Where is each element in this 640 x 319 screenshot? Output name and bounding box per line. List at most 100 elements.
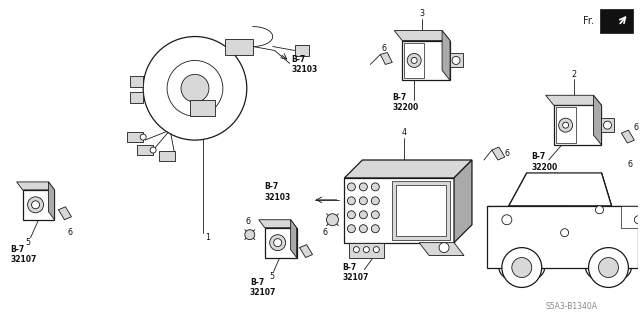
Text: Fr.: Fr. [582,16,593,26]
Circle shape [439,243,449,253]
Circle shape [181,74,209,102]
Circle shape [360,225,367,233]
Text: 1: 1 [205,233,211,242]
Polygon shape [291,220,296,257]
Polygon shape [265,228,296,257]
Circle shape [360,197,367,205]
Polygon shape [17,182,54,190]
Circle shape [371,183,380,191]
Circle shape [353,247,360,253]
Circle shape [143,37,247,140]
Text: S5A3-B1340A: S5A3-B1340A [546,302,598,311]
Bar [621,206,638,228]
Circle shape [604,121,611,129]
Text: 5: 5 [269,272,275,281]
Circle shape [598,257,618,278]
Circle shape [348,211,355,219]
Text: 6: 6 [322,228,327,237]
Bar [294,45,308,56]
Polygon shape [546,95,602,105]
Circle shape [561,229,568,237]
Polygon shape [394,31,450,41]
Text: 6: 6 [634,122,639,132]
Circle shape [244,230,255,240]
Bar [130,76,143,87]
Polygon shape [609,15,627,26]
Circle shape [31,201,40,209]
Polygon shape [22,190,54,220]
Polygon shape [190,100,215,116]
Circle shape [373,247,380,253]
Polygon shape [349,243,384,257]
Bar [130,92,143,103]
Circle shape [364,247,369,253]
Bar [392,181,450,240]
Polygon shape [593,95,602,145]
Polygon shape [344,178,454,243]
Polygon shape [621,130,634,143]
Bar [159,151,175,161]
Circle shape [502,248,541,287]
Circle shape [348,197,355,205]
Bar [396,185,446,236]
Text: B-7
32103: B-7 32103 [292,55,318,74]
Polygon shape [509,173,611,206]
Circle shape [140,134,146,140]
Polygon shape [344,160,472,178]
Circle shape [360,211,367,219]
Circle shape [348,225,355,233]
Bar [602,118,614,132]
Circle shape [348,183,355,191]
Text: 6: 6 [245,217,250,226]
Circle shape [371,211,380,219]
Circle shape [634,216,640,224]
Circle shape [360,183,367,191]
Text: 6: 6 [504,149,509,158]
Text: B-7
32107: B-7 32107 [342,263,369,282]
Polygon shape [380,52,392,64]
Text: 6: 6 [68,228,73,237]
Circle shape [274,239,282,247]
Polygon shape [58,207,72,220]
Text: 5: 5 [25,238,30,247]
Circle shape [326,214,339,226]
Bar [137,145,153,155]
Bar [404,42,424,78]
Polygon shape [49,182,54,220]
Text: B-7
32103: B-7 32103 [265,182,291,202]
Text: B-7
32200: B-7 32200 [392,93,419,112]
Polygon shape [600,9,634,33]
Circle shape [371,197,380,205]
Polygon shape [419,243,464,256]
Polygon shape [225,39,253,56]
Text: 3: 3 [420,9,425,18]
Circle shape [595,206,604,214]
Circle shape [28,197,44,213]
Circle shape [411,57,417,63]
Circle shape [407,54,421,67]
Polygon shape [487,206,638,268]
Bar [450,54,463,67]
Text: 6: 6 [628,160,633,169]
Circle shape [512,257,532,278]
Circle shape [589,248,628,287]
Text: B-7
32200: B-7 32200 [532,152,558,172]
Polygon shape [492,147,505,160]
Circle shape [167,60,223,116]
Circle shape [150,147,156,153]
Bar [127,132,143,142]
Bar [556,107,575,143]
Text: 2: 2 [571,70,576,79]
Polygon shape [259,220,296,228]
Circle shape [559,118,573,132]
Circle shape [452,56,460,64]
Polygon shape [300,245,312,257]
Circle shape [563,122,568,128]
Circle shape [269,235,285,251]
Text: B-7
32107: B-7 32107 [250,278,276,297]
Polygon shape [402,41,450,80]
Text: B-7
32107: B-7 32107 [11,245,37,264]
Polygon shape [554,105,602,145]
Circle shape [502,215,512,225]
Circle shape [371,225,380,233]
